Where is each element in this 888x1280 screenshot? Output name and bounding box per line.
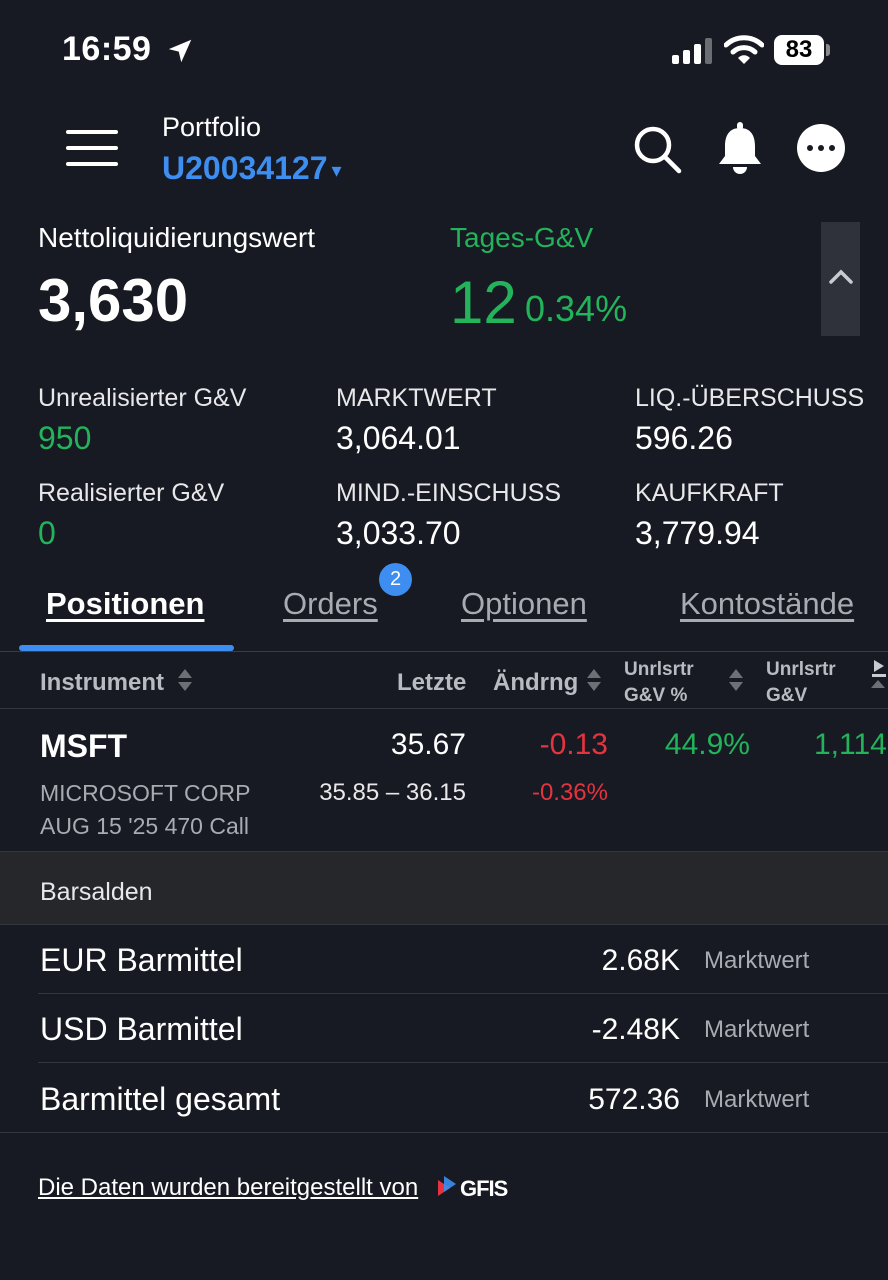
cash-row-usd-label: USD Barmittel xyxy=(40,1011,243,1047)
svg-text:GFIS: GFIS xyxy=(460,1176,508,1201)
column-header-last[interactable]: Letzte xyxy=(397,669,467,696)
account-id: U20034127 xyxy=(162,150,328,186)
hamburger-menu-icon[interactable] xyxy=(66,130,118,168)
excess-liquidity-label: LIQ.-ÜBERSCHUSS xyxy=(635,384,865,412)
realized-pl-value: 0 xyxy=(38,515,56,551)
unrealized-pl-label: Unrealisierter G&V xyxy=(38,384,247,412)
header-line: G&V xyxy=(766,685,808,706)
column-header-unrealized-pl[interactable]: Unrlsrtr G&V xyxy=(766,657,836,709)
header-divider xyxy=(0,708,888,709)
cash-row-total-sub: Marktwert xyxy=(704,1086,810,1113)
sort-icon[interactable] xyxy=(177,667,193,693)
position-name: MICROSOFT CORP xyxy=(40,780,251,806)
account-selector[interactable]: U20034127 ▾ xyxy=(162,150,342,187)
buying-power-value: 3,779.94 xyxy=(635,515,760,551)
row-divider xyxy=(0,1132,888,1133)
market-value-label: MARKTWERT xyxy=(336,384,497,412)
tab-divider xyxy=(0,651,888,652)
position-symbol: MSFT xyxy=(40,728,128,764)
portfolio-label: Portfolio xyxy=(162,112,262,142)
position-bid-ask-range: 35.85 – 36.15 xyxy=(319,779,466,806)
tab-orders[interactable]: Orders xyxy=(283,586,378,621)
more-options-icon[interactable] xyxy=(797,124,845,172)
position-last-price: 35.67 xyxy=(390,728,466,761)
row-divider xyxy=(38,1062,888,1063)
tab-options[interactable]: Optionen xyxy=(461,586,587,621)
cash-row-total-label: Barmittel gesamt xyxy=(40,1081,281,1117)
unrealized-pl-value: 950 xyxy=(38,420,92,456)
position-change: -0.13 xyxy=(539,728,608,761)
gfis-logo: GFIS xyxy=(438,1176,509,1201)
collapse-summary-button[interactable] xyxy=(821,222,860,336)
market-value-value: 3,064.01 xyxy=(336,420,461,456)
position-unrealized-pl-percent: 44.9% xyxy=(664,728,750,761)
orders-count-badge: 2 xyxy=(379,563,412,596)
daily-pl-label: Tages-G&V xyxy=(450,222,594,253)
bell-icon[interactable] xyxy=(716,122,764,174)
location-arrow-icon xyxy=(168,39,192,63)
chevron-up-icon xyxy=(829,269,853,284)
daily-pl-percent: 0.34% xyxy=(525,288,628,329)
excess-liquidity-value: 596.26 xyxy=(635,420,733,456)
cellular-signal-icon xyxy=(672,38,712,64)
wifi-icon xyxy=(724,35,764,64)
row-divider xyxy=(0,851,888,852)
net-liquidation-label: Nettoliquidierungswert xyxy=(38,222,316,253)
tab-balances[interactable]: Kontostände xyxy=(680,586,855,621)
pin-column-icon[interactable] xyxy=(870,658,888,688)
cash-row-usd-sub: Marktwert xyxy=(704,1016,810,1043)
cash-row-eur-label: EUR Barmittel xyxy=(40,942,243,978)
search-icon[interactable] xyxy=(632,124,682,174)
header-line: Unrlsrtr xyxy=(624,659,694,680)
battery-tip xyxy=(826,44,830,56)
status-time: 16:59 xyxy=(62,30,152,68)
row-divider xyxy=(38,993,888,994)
active-tab-indicator xyxy=(19,645,234,651)
daily-pl-value: 12 xyxy=(450,269,517,336)
position-change-percent: -0.36% xyxy=(531,779,608,806)
column-header-unrealized-pl-percent[interactable]: Unrlsrtr G&V % xyxy=(624,657,694,709)
cash-row-eur-sub: Marktwert xyxy=(704,947,810,974)
column-header-instrument[interactable]: Instrument xyxy=(40,669,165,696)
caret-down-icon: ▾ xyxy=(331,160,342,183)
data-provider-link[interactable]: Die Daten wurden bereitgestellt von xyxy=(38,1174,419,1201)
tab-positions[interactable]: Positionen xyxy=(46,586,205,621)
cash-row-eur-value: 2.68K xyxy=(601,944,680,977)
battery-indicator: 83 xyxy=(774,35,824,65)
net-liquidation-value: 3,630 xyxy=(38,267,189,334)
cash-row-total-value: 572.36 xyxy=(588,1083,680,1116)
buying-power-label: KAUFKRAFT xyxy=(635,479,784,507)
sort-icon[interactable] xyxy=(586,667,602,693)
header-line: G&V % xyxy=(624,685,688,706)
column-header-change[interactable]: Ändrng xyxy=(493,669,579,696)
section-divider xyxy=(0,924,888,925)
cash-balances-title: Barsalden xyxy=(40,878,153,906)
cash-balances-header xyxy=(0,852,888,924)
position-contract: AUG 15 '25 470 Call xyxy=(40,813,249,839)
sort-icon[interactable] xyxy=(728,667,744,693)
position-unrealized-pl: 1,114 xyxy=(814,728,887,761)
realized-pl-label: Realisierter G&V xyxy=(38,479,225,507)
header-line: Unrlsrtr xyxy=(766,659,836,680)
maintenance-margin-value: 3,033.70 xyxy=(336,515,461,551)
maintenance-margin-label: MIND.-EINSCHUSS xyxy=(336,479,562,507)
cash-row-usd-value: -2.48K xyxy=(591,1013,680,1046)
